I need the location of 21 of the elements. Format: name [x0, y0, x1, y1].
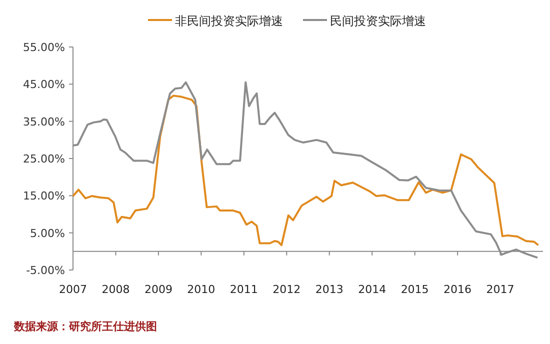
- x-tick-label: 2016: [444, 283, 472, 296]
- x-tick-label: 2011: [230, 283, 258, 296]
- y-tick-label: 45.00%: [23, 78, 65, 92]
- x-tick-label: 2012: [272, 283, 301, 296]
- x-tick-label: 2009: [144, 283, 172, 296]
- x-tick-label: 2013: [315, 283, 344, 296]
- x-tick-label: 2015: [400, 283, 429, 296]
- y-tick-label: 5.00%: [30, 226, 65, 240]
- y-tick-label: 35.00%: [23, 115, 65, 128]
- source-note: 数据来源：研究所王仕进供图: [13, 320, 157, 333]
- x-tick-label: 2008: [102, 283, 130, 296]
- y-tick-label: 25.00%: [23, 152, 65, 166]
- x-tick-label: 2017: [486, 283, 514, 296]
- x-tick-label: 2010: [187, 283, 216, 296]
- x-tick-label: 2014: [358, 283, 386, 296]
- legend-label: 非民间投资实际增速: [175, 14, 283, 28]
- y-tick-label: -5.00%: [26, 264, 65, 277]
- y-tick-label: 15.00%: [23, 190, 65, 203]
- x-tick-label: 2007: [59, 283, 87, 296]
- legend-label: 民间投资实际增速: [330, 14, 426, 28]
- y-tick-label: 55.00%: [23, 41, 65, 54]
